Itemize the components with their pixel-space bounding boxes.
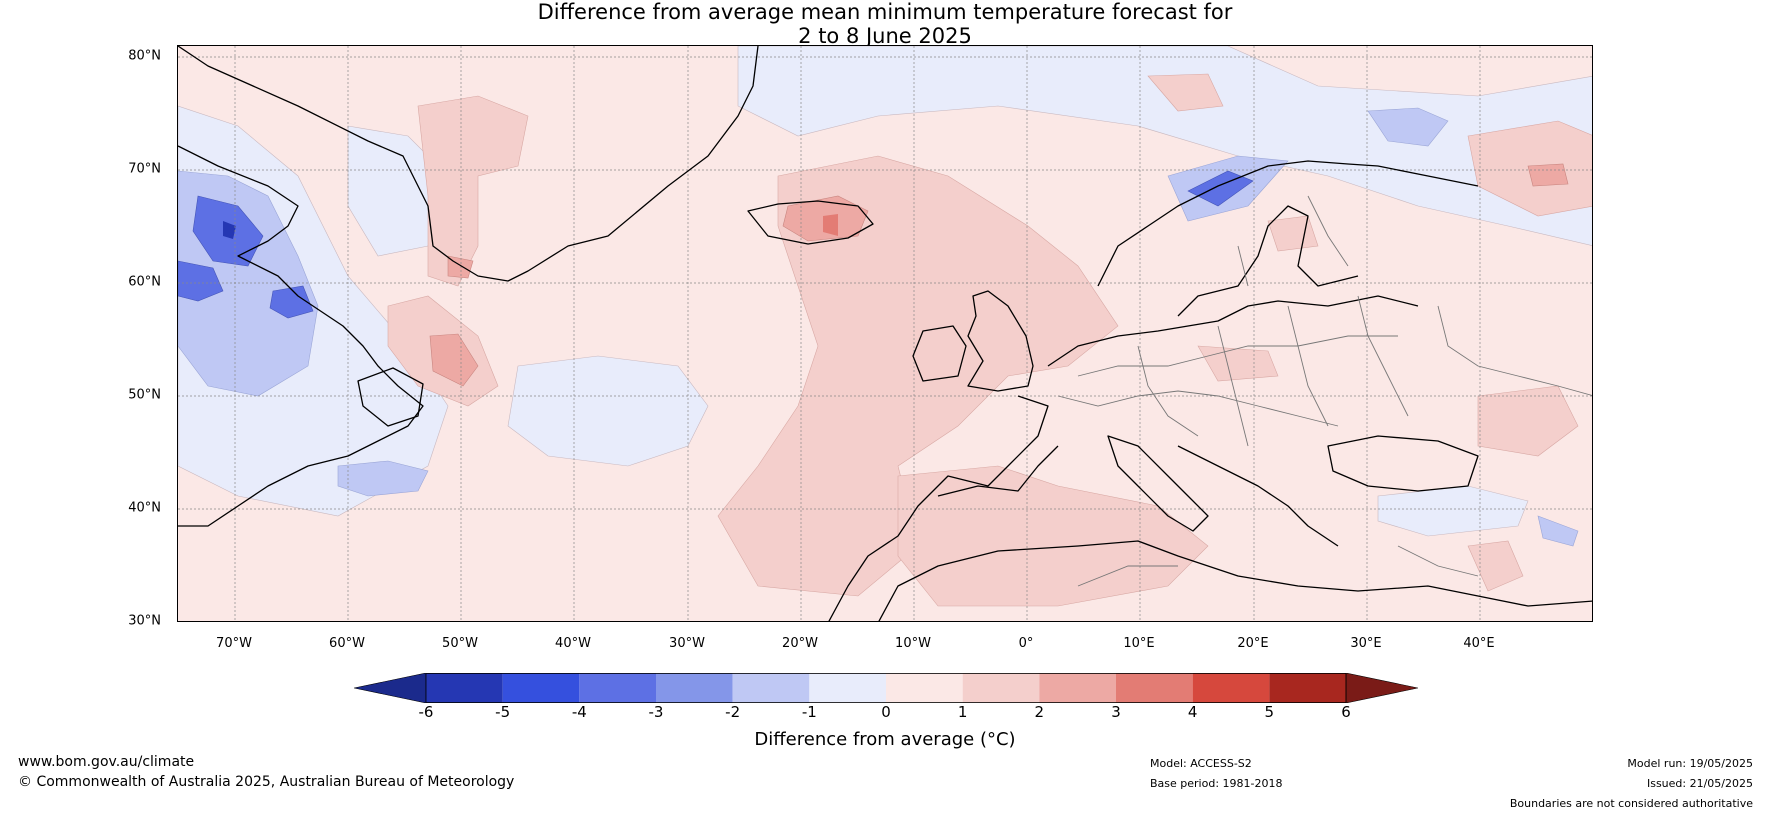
anomaly-area-pos3: [823, 214, 838, 236]
anomaly-area-neg2: [1537, 515, 1579, 547]
great-britain-coast: [967, 290, 1034, 392]
longitude-label: 60°W: [329, 636, 365, 651]
europe-coast: [1047, 295, 1419, 367]
italy-coast: [1107, 435, 1209, 532]
colorbar-segment: [579, 673, 656, 703]
anomaly-area-neg2: [337, 460, 429, 497]
latitude-label: 70°N: [128, 161, 161, 177]
canada-coast: [178, 145, 424, 527]
anomaly-area-neg3: [269, 285, 314, 319]
anomaly-area-pos2: [1527, 163, 1569, 187]
north-africa-coast: [878, 540, 1592, 621]
colorbar-tick-label: -6: [418, 703, 434, 721]
map-graticule: [178, 46, 1592, 621]
model-run-text: Model run: 19/05/2025: [1627, 757, 1753, 770]
anomaly-area-pos: [1147, 73, 1224, 112]
colorbar-tick-label: 0: [881, 703, 891, 721]
baltic-coast: [1177, 205, 1359, 317]
anomaly-area-pos: [1467, 540, 1524, 592]
model-text: Model: ACCESS-S2: [1150, 757, 1252, 770]
newfoundland-coast: [357, 367, 424, 427]
colorbar-segment: [1192, 673, 1270, 703]
anomaly-area-pos2: [429, 333, 479, 387]
longitude-label: 10°E: [1123, 636, 1155, 651]
longitude-label: 0°: [1018, 636, 1034, 651]
colorbar-tick-label: -2: [725, 703, 741, 721]
latitude-label: 60°N: [128, 274, 161, 290]
colorbar-segment: [962, 673, 1040, 703]
colorbar-tick-label: -4: [571, 703, 587, 721]
colorbar-tick-label: 2: [1034, 703, 1045, 721]
longitude-label: 70°W: [216, 636, 252, 651]
colorbar-tick-label: -5: [495, 703, 511, 721]
colorbar-segment: [426, 673, 503, 703]
anomaly-area-neg3: [178, 260, 224, 302]
longitude-label: 40°W: [555, 636, 591, 651]
anomaly-area-neg: [737, 46, 1592, 246]
colorbar-label: Difference from average (°C): [754, 729, 1016, 750]
colorbar-tick-label: 5: [1264, 703, 1275, 721]
colorbar-tick-label: 1: [957, 703, 968, 721]
colorbar-extend-high: [1345, 673, 1418, 703]
colorbar-tick-label: 6: [1341, 703, 1351, 721]
anomaly-area-pos: [1477, 385, 1579, 457]
title-line-2: 2 to 8 June 2025: [798, 24, 972, 48]
anomaly-area-pos: [417, 95, 529, 287]
latitude-label: 80°N: [128, 48, 161, 64]
colorbar-tick-label: -3: [648, 703, 664, 721]
colorbar-segment: [502, 673, 580, 703]
iberia-coast: [828, 395, 1049, 621]
longitude-label: 40°E: [1463, 636, 1495, 651]
disclaimer-text: Boundaries are not considered authoritat…: [1509, 797, 1753, 810]
latitude-label: 50°N: [128, 387, 161, 403]
balkan-coast: [1177, 445, 1339, 547]
anomaly-area-neg4: [223, 221, 236, 239]
colorbar-segment: [1116, 673, 1193, 703]
ireland-coast: [912, 325, 967, 382]
longitude-label: 10°W: [895, 636, 931, 651]
anomaly-area-neg2: [1367, 107, 1449, 147]
colorbar-tick-label: 4: [1187, 703, 1198, 721]
colorbar-segment: [1269, 673, 1346, 703]
black-sea-coast: [1327, 435, 1479, 492]
longitude-label: 20°E: [1237, 636, 1269, 651]
country-borders: [1057, 195, 1592, 587]
colorbar-segment: [732, 673, 810, 703]
copyright-text: © Commonwealth of Australia 2025, Austra…: [18, 774, 515, 790]
norway-coast: [1097, 160, 1479, 287]
colorbar-tick-label: 3: [1111, 703, 1121, 721]
colorbar: [354, 673, 1418, 703]
longitude-label: 30°E: [1350, 636, 1382, 651]
iceland-coast: [747, 200, 874, 245]
anomaly-area-pos: [1267, 215, 1319, 252]
colorbar-segment: [656, 673, 733, 703]
longitude-label: 30°W: [669, 636, 705, 651]
forecast-map: [177, 45, 1593, 622]
anomaly-area-pos: [1197, 345, 1279, 382]
anomaly-area-neg3: [1187, 170, 1254, 207]
latitude-label: 30°N: [128, 613, 161, 629]
colorbar-tick-label: -1: [801, 703, 817, 721]
colorbar-segment: [809, 673, 886, 703]
greenland-coast: [178, 46, 759, 282]
base-period-text: Base period: 1981-2018: [1150, 777, 1283, 790]
map-title: Difference from average mean minimum tem…: [0, 0, 1770, 48]
longitude-label: 50°W: [442, 636, 478, 651]
map-canvas: [178, 46, 1592, 621]
iberia-south-coast: [937, 445, 1059, 497]
latitude-label: 40°N: [128, 500, 161, 516]
colorbar-segment: [886, 673, 963, 703]
colorbar-segment: [1039, 673, 1116, 703]
longitude-label: 20°W: [782, 636, 818, 651]
colorbar-extend-low: [354, 673, 427, 703]
coastlines: [178, 46, 1592, 621]
title-line-1: Difference from average mean minimum tem…: [537, 0, 1233, 24]
website-text: www.bom.gov.au/climate: [18, 754, 195, 770]
issued-text: Issued: 21/05/2025: [1646, 777, 1753, 790]
colorbar-frame: [425, 673, 1347, 703]
anomaly-area-pos: [897, 465, 1209, 607]
